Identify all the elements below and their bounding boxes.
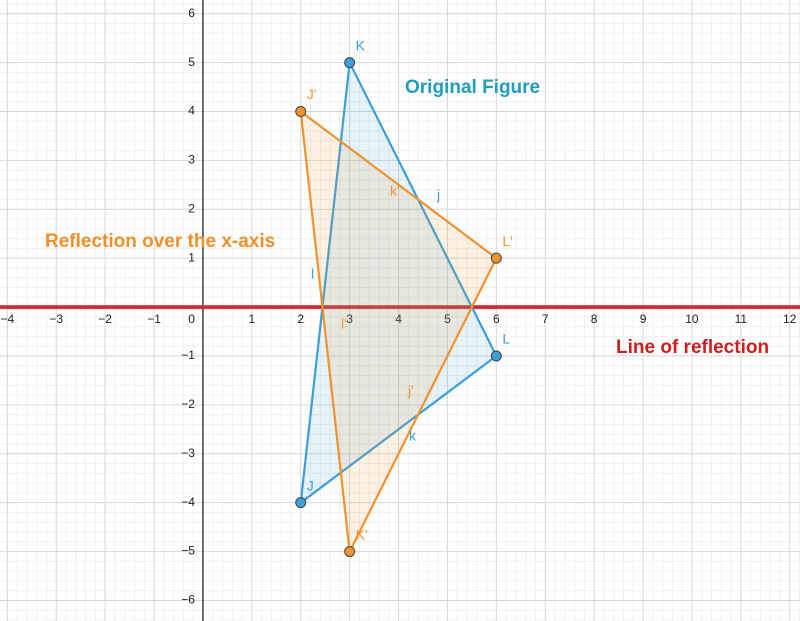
y-tick-label: −3 xyxy=(181,446,195,460)
y-tick-label: 6 xyxy=(188,6,195,20)
x-tick-label: 10 xyxy=(685,312,699,326)
x-tick-label: −2 xyxy=(98,312,112,326)
x-tick-label: 4 xyxy=(395,312,402,326)
y-tick-label: −1 xyxy=(181,348,195,362)
vertex-label: K xyxy=(356,37,366,53)
x-tick-label: 6 xyxy=(493,312,500,326)
x-tick-label: 12 xyxy=(783,312,797,326)
y-tick-label: 3 xyxy=(188,153,195,167)
x-tick-label: 9 xyxy=(640,312,647,326)
x-tick-label: 2 xyxy=(297,312,304,326)
x-tick-label: 1 xyxy=(248,312,255,326)
y-tick-label: −5 xyxy=(181,544,195,558)
vertex xyxy=(295,497,307,509)
vertex-label: J' xyxy=(307,86,317,102)
y-tick-label: 4 xyxy=(188,104,195,118)
x-tick-label: −1 xyxy=(147,312,161,326)
y-tick-label: −6 xyxy=(181,593,195,607)
intersection-label: l' xyxy=(341,316,347,332)
x-tick-label: 0 xyxy=(188,312,195,326)
vertex xyxy=(344,57,356,69)
annotation: Original Figure xyxy=(405,77,540,98)
y-tick-label: −4 xyxy=(181,495,195,509)
y-tick-label: 5 xyxy=(188,55,195,69)
triangle xyxy=(299,58,498,506)
annotation: Reflection over the x-axis xyxy=(45,231,275,252)
x-tick-label: 3 xyxy=(346,312,353,326)
intersection-label: j' xyxy=(407,383,414,399)
x-tick-label: 11 xyxy=(735,312,748,326)
intersection-label: k' xyxy=(390,183,400,199)
vertex-label: L xyxy=(502,331,510,347)
vertex xyxy=(490,350,502,362)
triangle xyxy=(299,109,498,556)
vertex xyxy=(344,546,356,558)
x-tick-label: 8 xyxy=(591,312,598,326)
vertex xyxy=(295,105,307,117)
x-tick-label: 5 xyxy=(444,312,451,326)
x-tick-label: −3 xyxy=(49,312,63,326)
annotation: Line of reflection xyxy=(616,337,769,358)
vertex-label: J xyxy=(307,477,314,493)
y-tick-label: 2 xyxy=(188,201,195,215)
y-tick-label: 1 xyxy=(188,250,195,264)
x-tick-label: 7 xyxy=(542,312,549,326)
vertex xyxy=(490,252,502,264)
vertex-label: K' xyxy=(356,526,368,542)
vertex-label: L' xyxy=(502,233,512,249)
intersection-label: k xyxy=(409,428,417,444)
intersection-label: j xyxy=(436,187,440,203)
y-tick-label: −2 xyxy=(181,397,195,411)
intersection-label: l xyxy=(311,266,314,282)
x-tick-label: −4 xyxy=(0,312,14,326)
